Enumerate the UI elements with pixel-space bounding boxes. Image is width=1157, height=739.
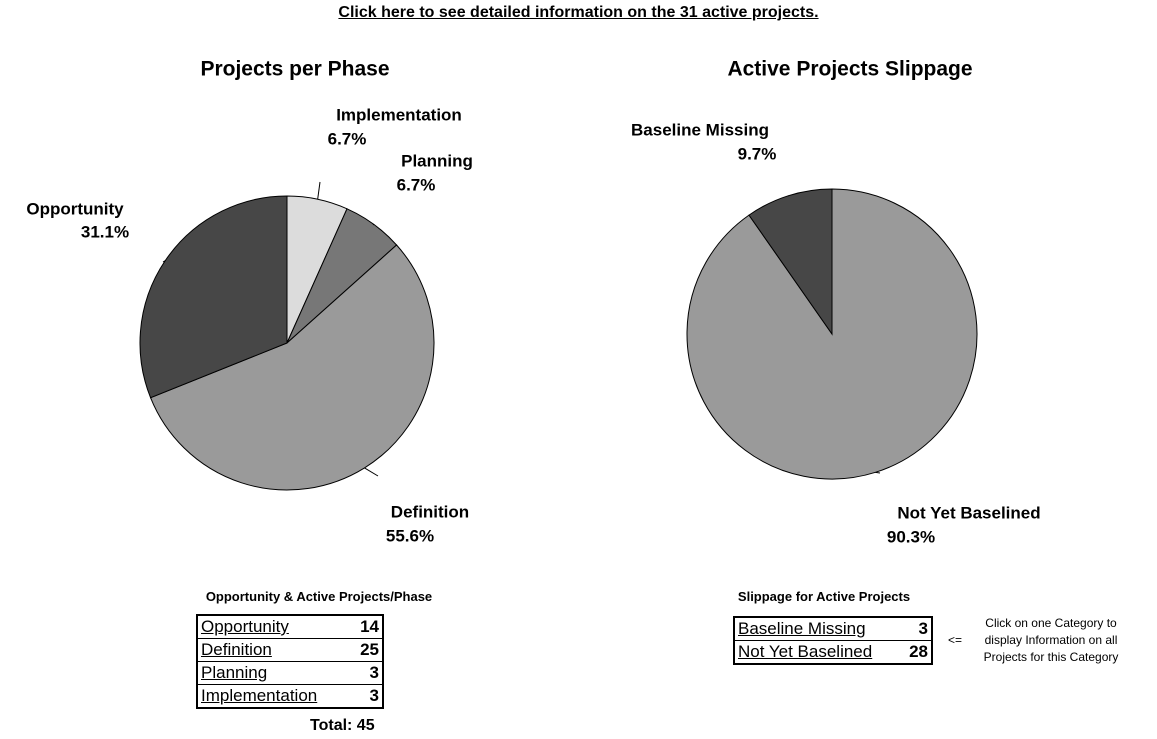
pie-slice xyxy=(139,195,288,399)
category-cell[interactable]: Not Yet Baselined xyxy=(734,640,902,665)
count-cell: 14 xyxy=(350,615,383,639)
table-row[interactable]: Not Yet Baselined 28 xyxy=(734,640,932,665)
table-title: Slippage for Active Projects xyxy=(737,589,911,604)
leader-line xyxy=(317,181,321,200)
slice-label: Planning xyxy=(401,151,473,170)
category-cell[interactable]: Opportunity xyxy=(197,615,351,639)
count-cell: 3 xyxy=(350,661,383,685)
category-cell[interactable]: Baseline Missing xyxy=(734,617,902,641)
chart-title: Active Projects Slippage xyxy=(727,58,972,81)
table-total: Total: 45 xyxy=(310,717,375,734)
table-row[interactable]: Implementation 3 xyxy=(197,684,383,709)
slice-label: Not Yet Baselined xyxy=(897,503,1040,522)
slice-percent: 9.7% xyxy=(738,144,777,163)
count-cell: 3 xyxy=(901,617,932,641)
note-arrow: <= xyxy=(948,633,963,647)
slice-percent: 6.7% xyxy=(397,175,436,194)
table-row[interactable]: Planning 3 xyxy=(197,661,383,685)
category-cell[interactable]: Planning xyxy=(197,661,351,685)
leader-line xyxy=(162,260,166,263)
slice-label: Baseline Missing xyxy=(631,120,769,139)
slice-label: Opportunity xyxy=(26,199,124,218)
count-cell: 3 xyxy=(350,684,383,709)
note-text: Click on one Category to display Informa… xyxy=(983,616,1119,664)
table-row[interactable]: Opportunity 14 xyxy=(197,615,383,639)
count-cell: 25 xyxy=(350,638,383,662)
slice-label: Implementation xyxy=(336,105,462,124)
table-title: Opportunity & Active Projects/Phase xyxy=(205,589,433,604)
projects-link[interactable]: Click here to see detailed information o… xyxy=(338,4,819,21)
leader-line xyxy=(364,467,379,477)
leader-line xyxy=(372,223,375,226)
chart-title: Projects per Phase xyxy=(200,58,389,81)
category-cell[interactable]: Implementation xyxy=(197,684,351,709)
pie-slice xyxy=(149,244,435,491)
category-table: Baseline Missing 3 Not Yet Baselined 28 xyxy=(733,616,933,665)
slice-percent: 90.3% xyxy=(887,527,935,546)
slice-percent: 6.7% xyxy=(328,129,367,148)
category-cell[interactable]: Definition xyxy=(197,638,351,662)
slice-percent: 31.1% xyxy=(81,222,129,241)
slice-label: Definition xyxy=(391,502,469,521)
pie-slice xyxy=(686,188,978,480)
table-row[interactable]: Definition 25 xyxy=(197,638,383,662)
count-cell: 28 xyxy=(901,640,932,665)
leader-line xyxy=(875,471,881,474)
category-table: Opportunity 14 Definition 25 Planning 3 Implem… xyxy=(196,614,384,709)
table-row[interactable]: Baseline Missing 3 xyxy=(734,617,932,641)
slice-percent: 55.6% xyxy=(386,526,434,545)
